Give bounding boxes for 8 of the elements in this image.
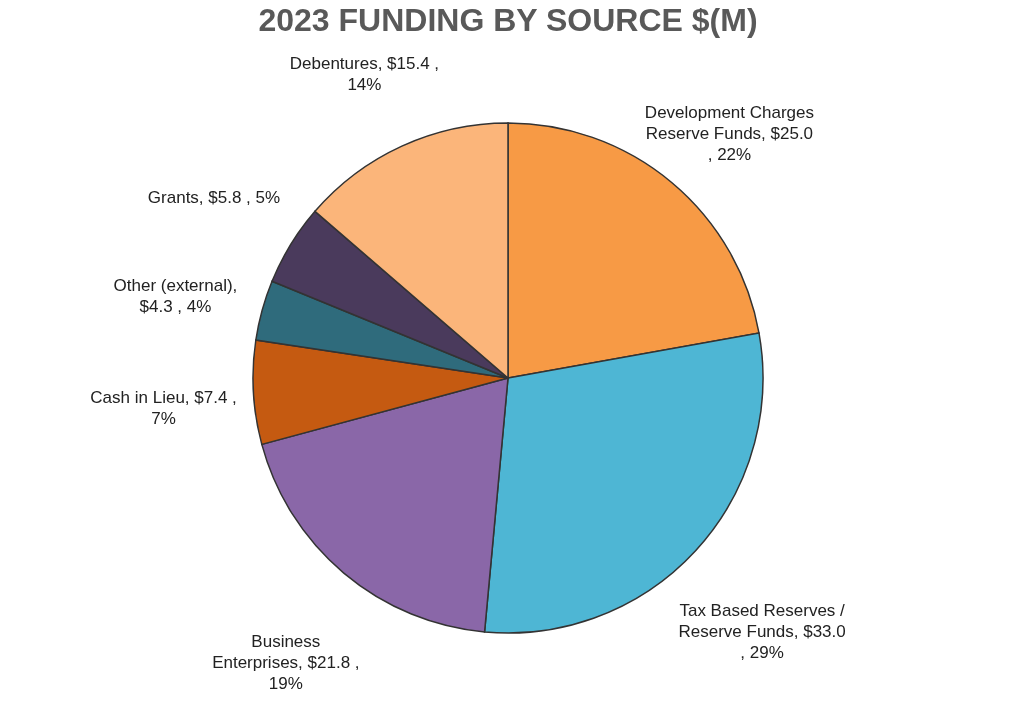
slice-label: Other (external), $4.3 , 4% — [113, 276, 238, 317]
slice-label: Business Enterprises, $21.8 , 19% — [212, 631, 360, 693]
slice-label: Grants, $5.8 , 5% — [147, 187, 281, 207]
slice-label: Tax Based Reserves / Reserve Funds, $33.0 , 29% — [678, 601, 846, 663]
slice-label: Development Charges Reserve Funds, $25.0 , 22% — [644, 103, 815, 165]
chart-title: 2023 FUNDING BY SOURCE $(M) — [258, 2, 758, 38]
slice-label: Cash in Lieu, $7.4 , 7% — [90, 387, 237, 428]
slice-label: Debentures, $15.4 , 14% — [289, 54, 440, 95]
